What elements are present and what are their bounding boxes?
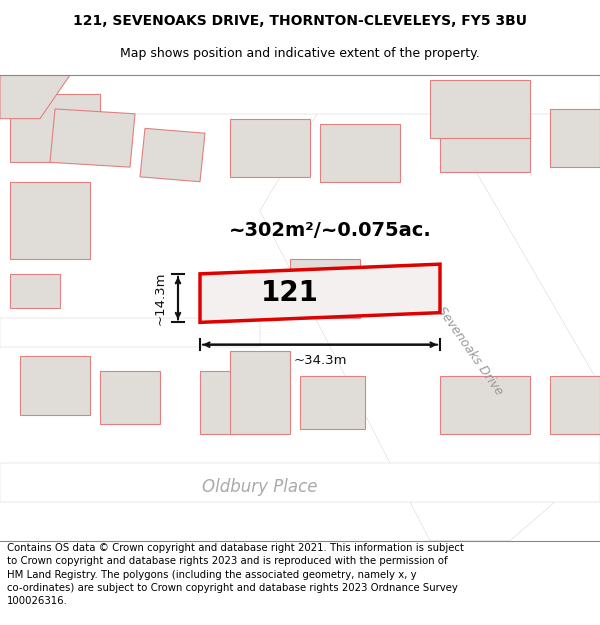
Polygon shape	[550, 109, 600, 167]
Polygon shape	[200, 264, 440, 322]
Polygon shape	[260, 75, 600, 541]
Text: Oldbury Place: Oldbury Place	[202, 478, 318, 496]
Text: ~14.3m: ~14.3m	[154, 271, 167, 325]
Polygon shape	[300, 376, 365, 429]
Polygon shape	[440, 109, 530, 172]
Polygon shape	[100, 371, 160, 424]
Polygon shape	[10, 274, 60, 308]
Polygon shape	[0, 75, 70, 119]
Text: ~34.3m: ~34.3m	[293, 354, 347, 367]
Polygon shape	[290, 259, 360, 318]
Text: Map shows position and indicative extent of the property.: Map shows position and indicative extent…	[120, 48, 480, 61]
Polygon shape	[230, 351, 290, 434]
Polygon shape	[550, 376, 600, 434]
Text: 121, SEVENOAKS DRIVE, THORNTON-CLEVELEYS, FY5 3BU: 121, SEVENOAKS DRIVE, THORNTON-CLEVELEYS…	[73, 14, 527, 28]
Polygon shape	[440, 376, 530, 434]
Polygon shape	[230, 119, 310, 177]
Polygon shape	[50, 109, 135, 167]
Text: 121: 121	[261, 279, 319, 308]
Polygon shape	[430, 80, 530, 138]
Polygon shape	[0, 75, 600, 114]
Polygon shape	[140, 128, 205, 182]
Text: Contains OS data © Crown copyright and database right 2021. This information is : Contains OS data © Crown copyright and d…	[7, 543, 464, 606]
Polygon shape	[320, 124, 400, 182]
Text: ~302m²/~0.075ac.: ~302m²/~0.075ac.	[229, 221, 431, 240]
Polygon shape	[20, 356, 90, 414]
Text: Sevenoaks Drive: Sevenoaks Drive	[434, 305, 505, 398]
Polygon shape	[0, 463, 600, 502]
Polygon shape	[10, 182, 90, 259]
Polygon shape	[0, 318, 260, 347]
Polygon shape	[200, 371, 280, 434]
Polygon shape	[10, 94, 100, 162]
